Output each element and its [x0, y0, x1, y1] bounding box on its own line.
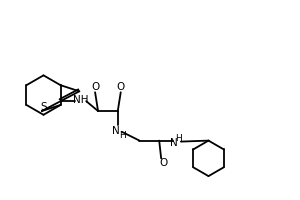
Text: O: O	[159, 158, 167, 168]
Text: NH: NH	[73, 95, 88, 105]
Text: H: H	[176, 134, 182, 143]
Text: O: O	[117, 82, 125, 92]
Text: H: H	[119, 131, 126, 140]
Text: S: S	[40, 102, 47, 112]
Text: O: O	[91, 82, 99, 92]
Text: N: N	[170, 138, 178, 148]
Text: N: N	[112, 126, 120, 136]
